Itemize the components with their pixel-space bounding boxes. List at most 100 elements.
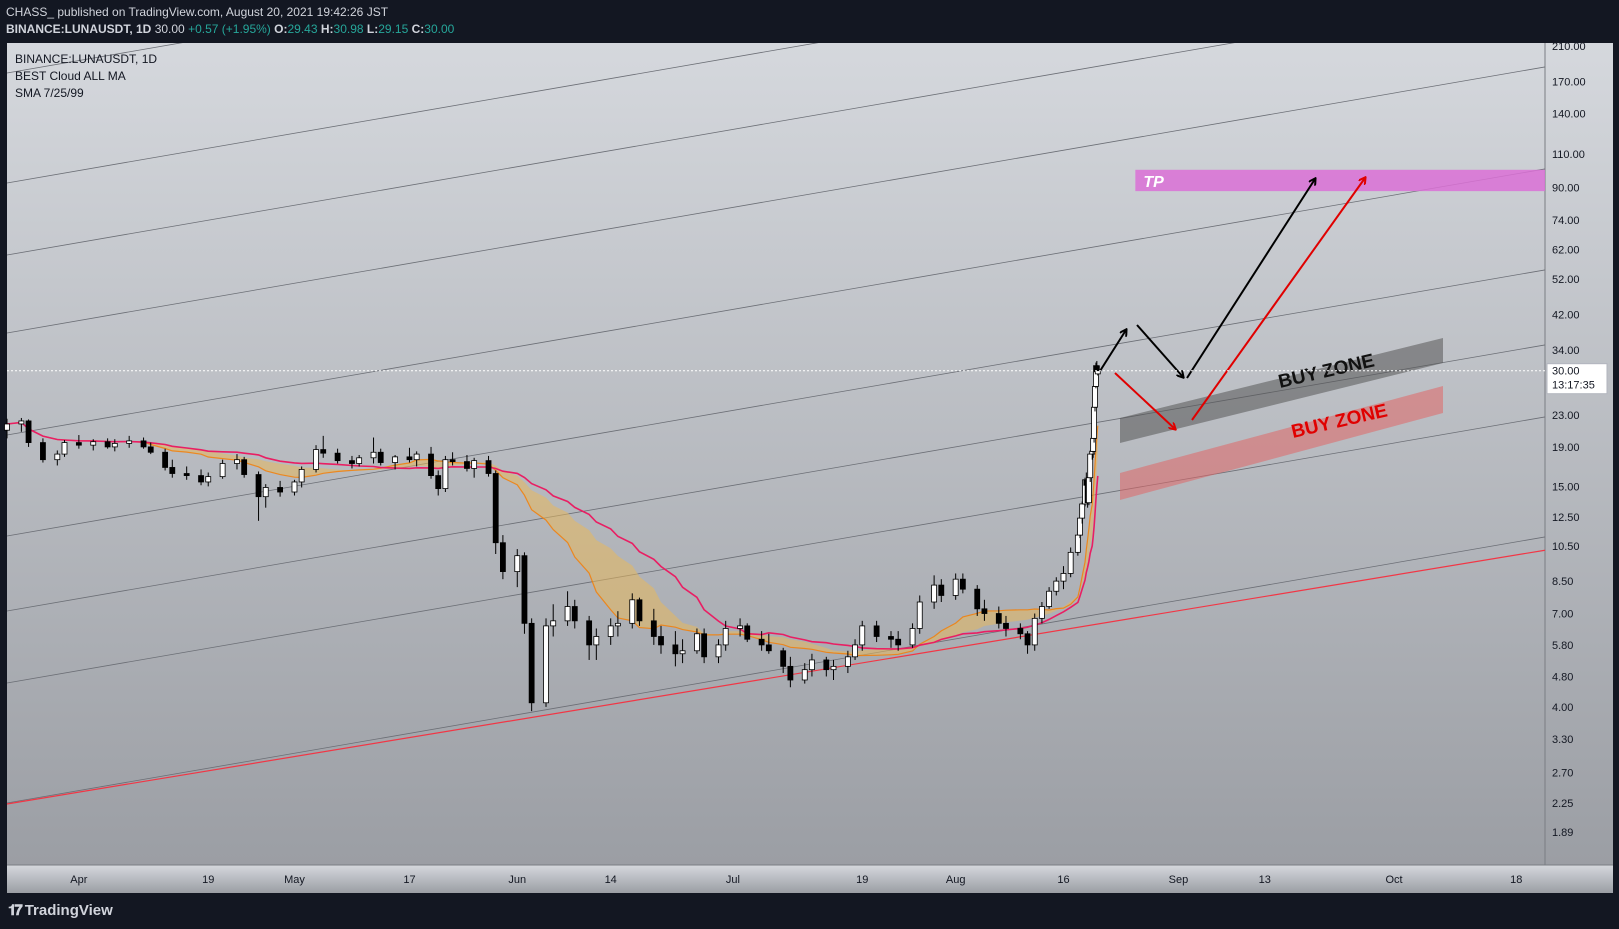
candle-body (90, 441, 97, 446)
candle (981, 599, 988, 621)
candle-body (844, 656, 851, 667)
x-tick-label: 19 (202, 874, 214, 886)
l-label: L: (366, 22, 379, 36)
candle-body (629, 599, 636, 624)
candle (198, 469, 204, 486)
candle (672, 631, 679, 667)
header-change: +0.57 (+1.95%) (188, 22, 271, 36)
candle (1017, 623, 1024, 640)
candle (809, 653, 815, 677)
candle (823, 656, 830, 677)
y-tick-label: 110.00 (1552, 149, 1585, 161)
candle (262, 484, 269, 508)
candle (895, 631, 902, 651)
candle-body (442, 459, 449, 489)
x-tick-label: May (284, 874, 305, 886)
support-trend-line (6, 549, 1546, 805)
candle (543, 618, 549, 707)
header-symbol: BINANCE:LUNAUSDT, 1D (6, 22, 152, 36)
candle (995, 606, 1002, 629)
candle (406, 447, 413, 463)
candle-body (694, 633, 700, 652)
candle (1039, 602, 1045, 624)
legend-indicator1: BEST Cloud ALL MA (15, 69, 126, 83)
time-axis-background (7, 865, 1613, 893)
y-tick-label: 1.89 (1552, 827, 1573, 839)
y-tick-label: 10.50 (1552, 541, 1580, 553)
candle (442, 455, 449, 493)
candle (349, 455, 355, 469)
candle-body (823, 659, 830, 671)
c-value: 30.00 (424, 22, 455, 36)
x-tick-label: Oct (1386, 874, 1403, 886)
candle (737, 618, 743, 637)
x-tick-label: 17 (403, 874, 415, 886)
price-axis-background (1545, 43, 1613, 865)
candle (959, 573, 966, 594)
candle-body (25, 420, 32, 443)
candle (909, 623, 916, 648)
candle (241, 456, 248, 478)
candle-body (349, 460, 355, 464)
candle (1067, 547, 1074, 578)
x-tick-label: Aug (946, 874, 966, 886)
candle (650, 608, 657, 645)
candle (528, 618, 535, 712)
o-label: O: (274, 22, 288, 36)
countdown-label: 13:17:35 (1552, 380, 1595, 392)
candle (449, 452, 456, 466)
y-tick-label: 4.80 (1552, 671, 1573, 683)
candle (1031, 613, 1038, 651)
h-value: 30.98 (333, 22, 364, 36)
candle (701, 628, 708, 664)
candle-body (198, 475, 204, 483)
candle (550, 604, 557, 637)
black-arrow (1186, 179, 1315, 379)
candle (938, 579, 945, 603)
candle-body (162, 451, 169, 468)
candle-body (291, 481, 298, 493)
candle (104, 438, 111, 449)
candle-body (464, 461, 470, 469)
candle-body (126, 440, 133, 444)
candle-body (952, 578, 959, 596)
candle (1003, 615, 1009, 637)
candle (205, 472, 212, 487)
y-tick-label: 42.00 (1552, 310, 1580, 322)
x-tick-label: 13 (1259, 874, 1271, 886)
candle-body (801, 669, 808, 681)
candle-body (471, 460, 478, 469)
candle-body (111, 443, 118, 448)
arrows (1099, 178, 1365, 429)
candle-body (916, 601, 923, 629)
candle (464, 455, 470, 472)
candle (219, 459, 226, 479)
candle (162, 448, 169, 471)
candle-body (277, 487, 284, 493)
candle (679, 639, 686, 664)
candle-body (974, 588, 981, 610)
candle (334, 448, 341, 464)
candle-body (758, 638, 765, 646)
x-tick-label: Jun (508, 874, 526, 886)
candle-body (313, 449, 319, 470)
footer-brand[interactable]: 𝟏𝟕 TradingView (8, 899, 113, 921)
candle-body (485, 460, 492, 474)
candle (1060, 566, 1067, 590)
candle (564, 591, 571, 626)
candle (830, 659, 837, 680)
y-tick-label: 7.00 (1552, 609, 1573, 621)
candle-body (636, 599, 643, 622)
candle (586, 615, 593, 660)
candle (952, 573, 959, 600)
y-tick-label: 4.00 (1552, 702, 1573, 714)
candle (320, 435, 327, 458)
candle-body (1060, 573, 1067, 582)
y-tick-label: 5.80 (1552, 640, 1573, 652)
candle-body (1024, 633, 1031, 646)
candle-body (873, 625, 880, 637)
candle-body (205, 476, 212, 483)
candle-body (1091, 406, 1097, 439)
candle-body (888, 636, 894, 640)
